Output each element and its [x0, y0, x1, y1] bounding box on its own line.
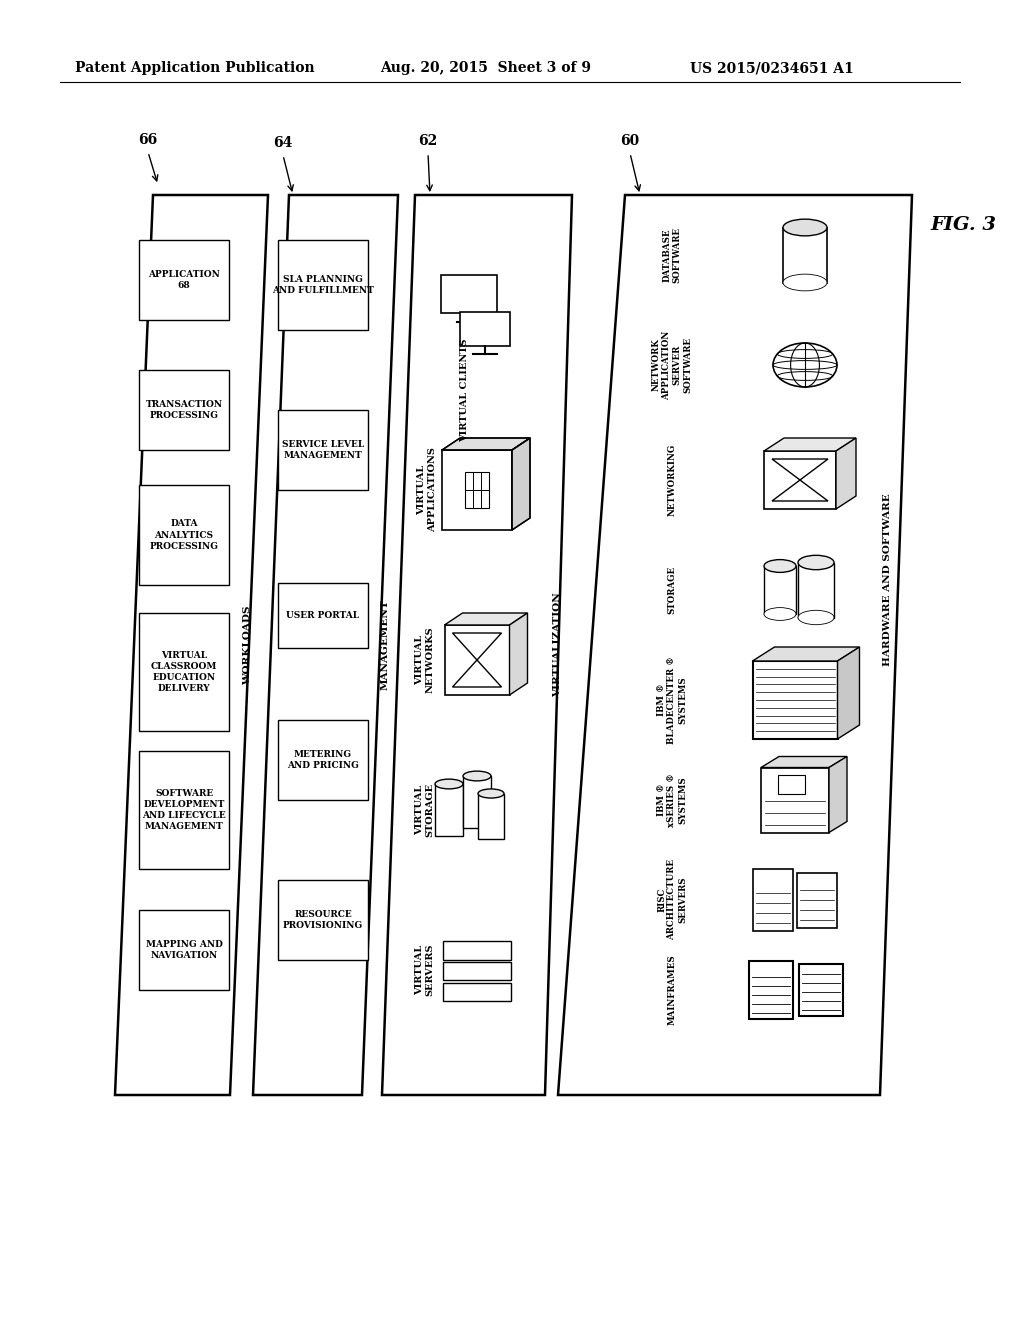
Polygon shape	[115, 195, 268, 1096]
Text: FIG. 3: FIG. 3	[930, 216, 996, 234]
Bar	[461, 313, 510, 346]
Bar	[278, 411, 368, 490]
Bar	[764, 451, 836, 510]
Ellipse shape	[798, 556, 834, 570]
Ellipse shape	[478, 789, 504, 799]
Text: MAPPING AND
NAVIGATION: MAPPING AND NAVIGATION	[145, 940, 222, 960]
Bar	[139, 370, 229, 450]
Text: RESOURCE
PROVISIONING: RESOURCE PROVISIONING	[283, 909, 364, 931]
Text: WORKLOADS: WORKLOADS	[244, 606, 253, 685]
Bar	[139, 612, 229, 731]
Text: Patent Application Publication: Patent Application Publication	[75, 61, 314, 75]
Text: VIRTUAL
NETWORKS: VIRTUAL NETWORKS	[416, 627, 435, 693]
Ellipse shape	[783, 219, 827, 236]
Polygon shape	[772, 459, 828, 502]
Polygon shape	[838, 647, 859, 739]
Bar	[798, 562, 834, 618]
Ellipse shape	[798, 610, 834, 624]
Bar	[764, 566, 796, 614]
Text: STORAGE: STORAGE	[668, 566, 677, 614]
Bar	[139, 751, 229, 869]
Bar	[139, 484, 229, 585]
Bar	[442, 450, 512, 531]
Polygon shape	[829, 756, 847, 833]
Bar	[443, 983, 511, 1001]
Ellipse shape	[773, 343, 837, 387]
Bar	[463, 776, 490, 828]
Bar	[753, 869, 793, 931]
Bar	[278, 582, 368, 648]
Text: VIRTUALIZATION: VIRTUALIZATION	[554, 593, 562, 697]
Bar	[278, 880, 368, 960]
Polygon shape	[836, 438, 856, 510]
Text: DATA
ANALYTICS
PROCESSING: DATA ANALYTICS PROCESSING	[150, 519, 218, 550]
Bar	[778, 775, 805, 793]
Ellipse shape	[764, 560, 796, 573]
Text: VIRTUAL
CLASSROOM
EDUCATION
DELIVERY: VIRTUAL CLASSROOM EDUCATION DELIVERY	[151, 651, 217, 693]
Text: SLA PLANNING
AND FULFILLMENT: SLA PLANNING AND FULFILLMENT	[272, 275, 374, 296]
Text: 66: 66	[138, 133, 158, 147]
Bar	[139, 909, 229, 990]
Text: TRANSACTION
PROCESSING: TRANSACTION PROCESSING	[145, 400, 222, 420]
Text: VIRTUAL
APPLICATIONS: VIRTUAL APPLICATIONS	[418, 447, 436, 532]
Text: MAINFRAMES: MAINFRAMES	[668, 954, 677, 1026]
Polygon shape	[512, 438, 530, 531]
Bar	[441, 276, 497, 313]
Text: SOFTWARE
DEVELOPMENT
AND LIFECYCLE
MANAGEMENT: SOFTWARE DEVELOPMENT AND LIFECYCLE MANAG…	[142, 789, 226, 832]
Bar	[799, 964, 843, 1016]
Bar	[139, 240, 229, 319]
Text: RISC
ARCHITECTURE
SERVERS: RISC ARCHITECTURE SERVERS	[657, 859, 687, 940]
Text: DATABASE
SOFTWARE: DATABASE SOFTWARE	[663, 227, 682, 282]
Text: MANAGEMENT: MANAGEMENT	[381, 599, 389, 690]
Bar	[797, 873, 837, 928]
Bar	[783, 227, 827, 282]
Polygon shape	[442, 438, 530, 450]
Polygon shape	[253, 195, 398, 1096]
Bar	[749, 961, 793, 1019]
Ellipse shape	[435, 779, 463, 789]
Bar	[444, 624, 510, 696]
Bar	[761, 767, 829, 833]
Text: VIRTUAL CLIENTS: VIRTUAL CLIENTS	[461, 338, 469, 442]
Text: USER PORTAL: USER PORTAL	[287, 610, 359, 619]
Bar	[443, 962, 511, 981]
Text: 64: 64	[273, 136, 293, 150]
Text: Aug. 20, 2015  Sheet 3 of 9: Aug. 20, 2015 Sheet 3 of 9	[380, 61, 591, 75]
Polygon shape	[453, 634, 502, 686]
Text: APPLICATION
68: APPLICATION 68	[148, 271, 220, 290]
Text: 62: 62	[419, 135, 437, 148]
Bar	[478, 793, 504, 838]
Text: VIRTUAL
STORAGE: VIRTUAL STORAGE	[416, 783, 435, 837]
Text: 60: 60	[621, 135, 640, 148]
Text: IBM ®
BLADECENTER ®
SYSTEMS: IBM ® BLADECENTER ® SYSTEMS	[657, 656, 687, 744]
Text: VIRTUAL
SERVERS: VIRTUAL SERVERS	[416, 944, 435, 997]
Polygon shape	[753, 647, 859, 661]
Text: US 2015/0234651 A1: US 2015/0234651 A1	[690, 61, 854, 75]
Polygon shape	[382, 195, 572, 1096]
Polygon shape	[444, 612, 527, 624]
Polygon shape	[761, 756, 847, 767]
Bar	[753, 661, 838, 739]
Bar	[443, 941, 511, 960]
Bar	[435, 784, 463, 836]
Ellipse shape	[463, 771, 490, 781]
Text: IBM ®
xSERIES ®
SYSTEMS: IBM ® xSERIES ® SYSTEMS	[657, 774, 687, 826]
Polygon shape	[764, 438, 856, 451]
Ellipse shape	[764, 607, 796, 620]
Text: NETWORKING: NETWORKING	[668, 444, 677, 516]
Text: NETWORK
APPLICATION
SERVER
SOFTWARE: NETWORK APPLICATION SERVER SOFTWARE	[652, 330, 692, 400]
Bar	[465, 473, 489, 508]
Polygon shape	[510, 612, 527, 696]
Bar	[278, 240, 368, 330]
Text: SERVICE LEVEL
MANAGEMENT: SERVICE LEVEL MANAGEMENT	[282, 440, 365, 461]
Text: HARDWARE AND SOFTWARE: HARDWARE AND SOFTWARE	[883, 494, 892, 667]
Text: METERING
AND PRICING: METERING AND PRICING	[287, 750, 359, 770]
Ellipse shape	[783, 275, 827, 290]
Bar	[278, 719, 368, 800]
Polygon shape	[558, 195, 912, 1096]
